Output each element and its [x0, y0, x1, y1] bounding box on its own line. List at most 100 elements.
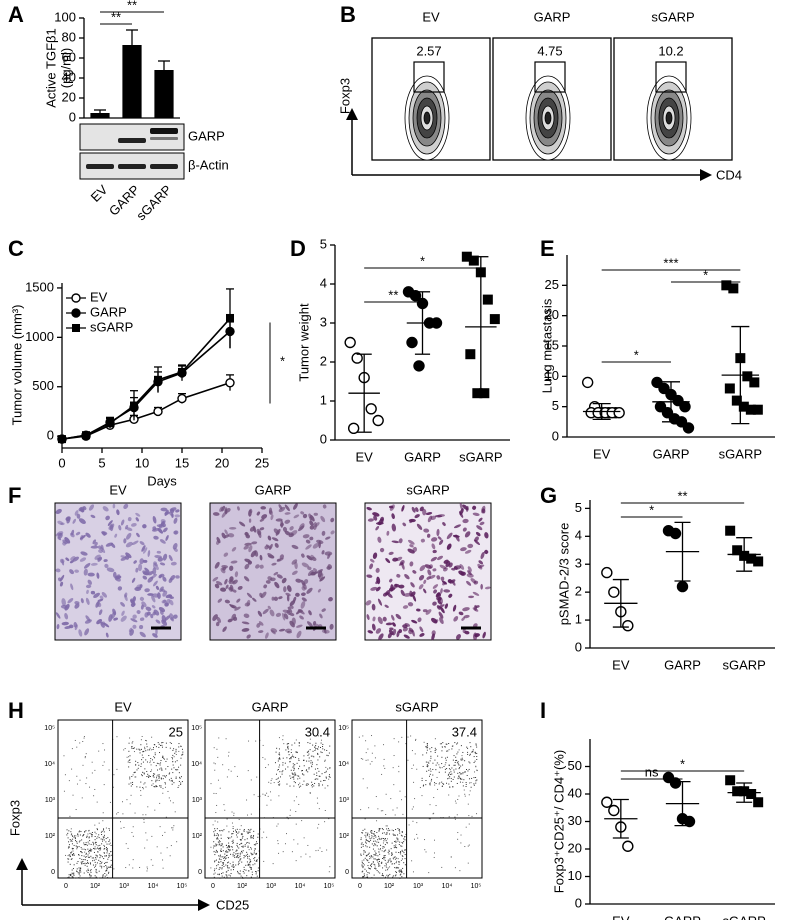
event-dot: [362, 863, 364, 865]
gate: [413, 61, 445, 93]
nucleus: [132, 624, 137, 629]
event-dot: [426, 764, 428, 766]
event-dot: [218, 842, 220, 844]
event-dot: [324, 749, 326, 751]
event-dot: [102, 836, 104, 838]
event-dot: [291, 851, 293, 853]
nucleus: [126, 527, 133, 532]
data-point: [669, 777, 682, 789]
event-dot: [109, 866, 111, 868]
event-dot: [443, 765, 445, 767]
nucleus: [289, 600, 296, 606]
event-dot: [228, 846, 230, 848]
event-dot: [226, 851, 228, 853]
event-dot: [237, 870, 239, 872]
event-dot: [298, 745, 300, 747]
event-dot: [367, 865, 369, 867]
event-dot: [148, 755, 150, 757]
event-dot: [361, 860, 363, 862]
ihc-label: EV: [109, 482, 127, 497]
event-dot: [80, 831, 82, 833]
event-dot: [220, 834, 222, 836]
event-dot: [451, 748, 453, 750]
event-dot: [238, 847, 240, 849]
nucleus: [101, 591, 108, 598]
event-dot: [178, 743, 180, 745]
nucleus: [448, 562, 453, 568]
event-dot: [146, 761, 148, 763]
event-dot: [146, 868, 148, 870]
axis-tick-label: 0: [51, 869, 55, 876]
event-dot: [421, 780, 423, 782]
nucleus: [416, 608, 421, 612]
event-dot: [391, 854, 393, 856]
event-dot: [329, 767, 331, 769]
event-dot: [213, 762, 215, 764]
event-dot: [242, 846, 244, 848]
nucleus: [120, 557, 127, 561]
nucleus: [300, 511, 305, 515]
event-dot: [368, 872, 370, 874]
nucleus: [159, 539, 166, 544]
event-dot: [169, 855, 171, 857]
data-point: [661, 407, 674, 419]
event-dot: [399, 861, 401, 863]
event-dot: [219, 830, 221, 832]
event-dot: [474, 760, 476, 762]
event-dot: [224, 856, 226, 858]
event-dot: [240, 843, 242, 845]
event-dot: [362, 843, 364, 845]
event-dot: [103, 831, 105, 833]
event-dot: [457, 777, 459, 779]
event-dot: [295, 860, 297, 862]
nucleus: [123, 538, 127, 544]
event-dot: [402, 855, 404, 857]
event-dot: [69, 854, 71, 856]
event-dot: [446, 768, 448, 770]
event-dot: [233, 852, 235, 854]
event-dot: [363, 859, 365, 861]
event-dot: [141, 774, 143, 776]
event-dot: [220, 848, 222, 850]
event-dot: [433, 856, 435, 858]
event-dot: [217, 756, 219, 758]
event-dot: [301, 770, 303, 772]
event-dot: [448, 772, 450, 774]
event-dot: [149, 762, 151, 764]
event-dot: [411, 750, 413, 752]
event-dot: [99, 857, 101, 859]
event-dot: [232, 827, 234, 829]
event-dot: [213, 847, 215, 849]
event-dot: [426, 749, 428, 751]
event-dot: [376, 832, 378, 834]
nucleus: [392, 622, 396, 627]
nucleus: [85, 584, 92, 589]
event-dot: [391, 829, 393, 831]
event-dot: [100, 862, 102, 864]
event-dot: [467, 751, 469, 753]
event-dot: [255, 860, 257, 862]
event-dot: [446, 782, 448, 784]
ihc-label: GARP: [255, 482, 292, 497]
event-dot: [128, 750, 130, 752]
event-dot: [426, 752, 428, 754]
nucleus: [296, 630, 302, 639]
event-dot: [360, 839, 362, 841]
event-dot: [232, 839, 234, 841]
event-dot: [230, 770, 232, 772]
y-tick-label: 5: [552, 398, 559, 413]
event-dot: [164, 775, 166, 777]
event-dot: [386, 841, 388, 843]
event-dot: [160, 786, 162, 788]
event-dot: [466, 746, 468, 748]
event-dot: [458, 764, 460, 766]
event-dot: [449, 786, 451, 788]
nucleus: [475, 531, 481, 537]
legend-marker: [72, 324, 80, 332]
event-dot: [365, 838, 367, 840]
event-dot: [381, 850, 383, 852]
data-point: [679, 400, 691, 413]
event-dot: [414, 798, 416, 800]
event-dot: [147, 775, 149, 777]
event-dot: [98, 848, 100, 850]
